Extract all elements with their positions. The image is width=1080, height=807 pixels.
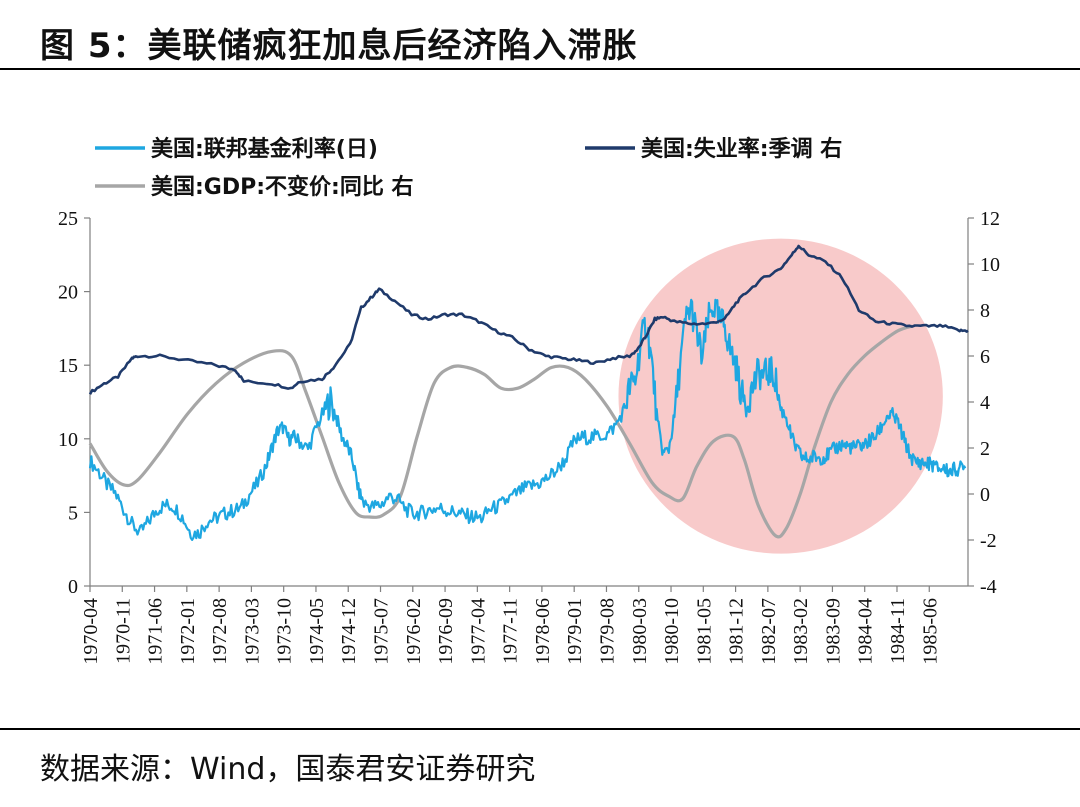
left-tick-label: 0 — [68, 576, 78, 598]
right-tick-label: 8 — [980, 300, 990, 322]
series-line-gdp — [88, 324, 913, 539]
title-rule — [0, 68, 1080, 70]
x-tick-label: 1984-04 — [855, 598, 877, 665]
x-tick-label: 1983-02 — [790, 598, 812, 665]
left-tick-label: 20 — [58, 282, 78, 304]
right-tick-label: -4 — [980, 576, 997, 598]
legend-label-fed-funds: 美国:联邦基金利率(日) — [151, 136, 378, 162]
x-tick-label: 1972-01 — [177, 598, 199, 665]
right-tick-label: 12 — [980, 208, 1000, 230]
x-tick-label: 1985-06 — [919, 598, 941, 665]
left-tick-label: 25 — [58, 208, 78, 230]
series-line-fed-funds — [88, 298, 967, 541]
x-tick-label: 1980-10 — [661, 598, 683, 665]
x-tick-label: 1984-11 — [887, 598, 909, 664]
x-tick-label: 1974-05 — [306, 598, 328, 665]
right-tick-label: 10 — [980, 254, 1000, 276]
x-tick-label: 1983-09 — [822, 598, 844, 665]
stagflation-highlight-ellipse — [618, 238, 943, 554]
data-source-note: 数据来源：Wind，国泰君安证券研究 — [40, 752, 536, 787]
left-tick-label: 5 — [68, 502, 78, 524]
series-line-unemployment — [88, 244, 969, 395]
legend-label-gdp: 美国:GDP:不变价:同比 右 — [151, 174, 414, 200]
x-tick-label: 1978-06 — [532, 598, 554, 665]
x-tick-label: 1975-07 — [371, 598, 393, 665]
left-tick-label: 10 — [58, 429, 78, 451]
right-tick-label: -2 — [980, 530, 997, 552]
x-tick-label: 1970-11 — [112, 598, 134, 664]
x-tick-label: 1977-11 — [500, 598, 522, 664]
x-tick-label: 1972-08 — [209, 598, 231, 665]
x-tick-label: 1971-06 — [145, 598, 167, 665]
legend-label-unemployment: 美国:失业率:季调 右 — [641, 136, 842, 162]
left-tick-label: 15 — [58, 355, 78, 377]
x-tick-label: 1979-08 — [596, 598, 618, 665]
x-tick-label: 1974-12 — [338, 598, 360, 665]
x-tick-label: 1976-02 — [403, 598, 425, 665]
source-rule — [0, 728, 1080, 730]
x-tick-label: 1973-03 — [241, 598, 263, 665]
x-tick-label: 1981-05 — [693, 598, 715, 665]
right-tick-label: 4 — [980, 392, 990, 414]
right-tick-label: 0 — [980, 484, 990, 506]
x-tick-label: 1980-03 — [629, 598, 651, 665]
x-tick-label: 1981-12 — [726, 598, 748, 665]
right-tick-label: 2 — [980, 438, 990, 460]
x-tick-label: 1976-09 — [435, 598, 457, 665]
x-tick-label: 1973-10 — [274, 598, 296, 665]
x-tick-label: 1982-07 — [758, 598, 780, 665]
x-tick-label: 1979-01 — [564, 598, 586, 665]
x-tick-label: 1977-04 — [467, 598, 489, 665]
figure-title: 图 5：美联储疯狂加息后经济陷入滞胀 — [40, 26, 638, 66]
x-tick-label: 1970-04 — [80, 598, 102, 665]
right-tick-label: 6 — [980, 346, 990, 368]
